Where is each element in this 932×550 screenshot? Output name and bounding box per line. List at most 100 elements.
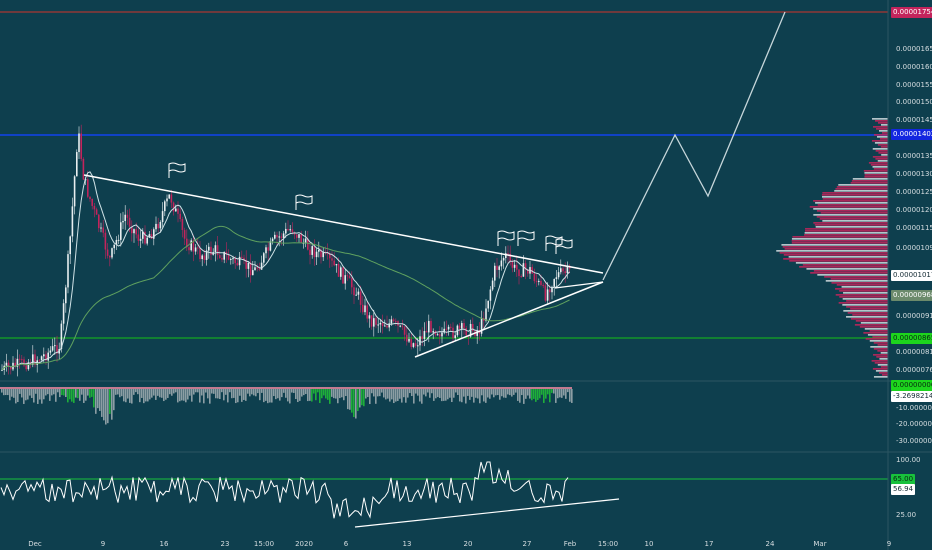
oscillator-bar — [69, 389, 71, 400]
oscillator-bar — [237, 389, 239, 403]
candle-body — [194, 247, 197, 252]
oscillator-bar — [1, 389, 3, 393]
candle-body — [340, 267, 342, 277]
candle-body — [562, 268, 564, 272]
oscillator-axis-tick: -30.00000000 — [896, 437, 932, 445]
oscillator-bar — [139, 389, 141, 403]
oscillator-bar — [153, 389, 155, 396]
candle-body — [542, 284, 544, 286]
candle-body — [450, 326, 452, 328]
candle-body — [329, 253, 331, 259]
oscillator-bar — [375, 389, 377, 404]
volume-profile-bar — [804, 232, 888, 234]
candle-body — [498, 266, 500, 270]
oscillator-bar — [551, 389, 553, 393]
oscillator-bar — [565, 389, 567, 399]
oscillator-bar — [111, 389, 113, 420]
volume-profile-bar — [850, 308, 888, 310]
rsi-pane[interactable] — [0, 461, 888, 528]
candle-body — [395, 321, 397, 323]
oscillator-bar — [471, 389, 473, 397]
oscillator-bar — [197, 389, 199, 393]
volume-profile-bar — [851, 180, 888, 182]
oscillator-bar — [211, 389, 213, 394]
candle-body — [485, 308, 487, 321]
oscillator-bar — [539, 389, 541, 399]
candle-body — [368, 315, 371, 319]
fast-moving-average — [1, 171, 570, 371]
volume-oscillator-pane[interactable] — [0, 387, 573, 425]
candle-body — [245, 259, 247, 269]
rsi-trendline — [354, 498, 620, 528]
candle-body — [443, 328, 445, 333]
oscillator-bar — [17, 389, 19, 403]
price-pane[interactable] — [0, 11, 888, 378]
oscillator-bar — [75, 389, 77, 398]
oscillator-bar — [435, 389, 437, 399]
candle-body — [223, 251, 225, 260]
volume-profile-bar — [816, 210, 888, 212]
candle-body — [100, 227, 102, 229]
candle-body — [153, 229, 155, 239]
volume-profile-bar — [864, 328, 888, 330]
volume-profile-bar — [834, 190, 888, 192]
oscillator-bar — [91, 389, 93, 397]
candle-body — [80, 133, 82, 159]
oscillator-bar — [267, 389, 269, 404]
oscillator-bar — [345, 389, 347, 397]
candle-body — [381, 322, 384, 327]
candle-body — [234, 258, 236, 264]
oscillator-bar — [465, 389, 467, 404]
oscillator-bar — [403, 389, 405, 398]
volume-profile-bar — [817, 274, 888, 276]
candle-body — [280, 236, 283, 238]
candle-body — [452, 327, 454, 338]
oscillator-bar — [271, 389, 273, 403]
candle-body — [199, 248, 201, 260]
oscillator-bar — [311, 389, 313, 402]
volume-profile-bar — [789, 260, 888, 262]
candle-body — [309, 249, 311, 255]
oscillator-bar — [259, 389, 261, 401]
oscillator-axis-tick: -10.00000000 — [896, 404, 932, 412]
rsi-axis-tick: 100.00 — [896, 456, 921, 464]
candle-body — [10, 366, 12, 370]
volume-profile-bar — [815, 202, 888, 204]
candle-body — [102, 227, 104, 233]
oscillator-bar — [299, 389, 301, 401]
candle-body — [307, 238, 309, 250]
volume-profile-bar — [855, 320, 888, 322]
volume-profile-bar — [881, 132, 888, 134]
volume-profile-bar — [873, 348, 888, 350]
volume-profile-bar — [838, 184, 888, 186]
oscillator-bar — [391, 389, 393, 400]
time-axis-label: 9 — [100, 540, 106, 548]
oscillator-bar — [447, 389, 449, 400]
oscillator-bar — [137, 389, 139, 395]
candle-body — [300, 234, 302, 244]
oscillator-bar — [23, 389, 25, 404]
oscillator-bar — [251, 389, 253, 395]
oscillator-bar — [349, 389, 351, 410]
oscillator-bar — [101, 389, 103, 417]
oscillator-bar — [37, 389, 39, 404]
volume-profile-bar — [822, 220, 888, 222]
oscillator-bar — [291, 389, 293, 393]
candle-body — [373, 318, 375, 327]
candle-body — [375, 318, 377, 325]
flag-cloth — [168, 162, 186, 173]
oscillator-bar — [245, 389, 247, 401]
oscillator-bar — [125, 389, 127, 403]
oscillator-bar — [35, 389, 37, 394]
volume-profile-bar — [779, 252, 888, 254]
candle-body — [408, 339, 410, 342]
oscillator-bar — [3, 389, 5, 396]
oscillator-bar — [173, 389, 175, 394]
oscillator-bar — [333, 389, 335, 399]
candle-body — [557, 272, 560, 278]
candle-body — [205, 250, 208, 260]
oscillator-bar — [215, 389, 217, 399]
flag-icon — [295, 194, 313, 210]
